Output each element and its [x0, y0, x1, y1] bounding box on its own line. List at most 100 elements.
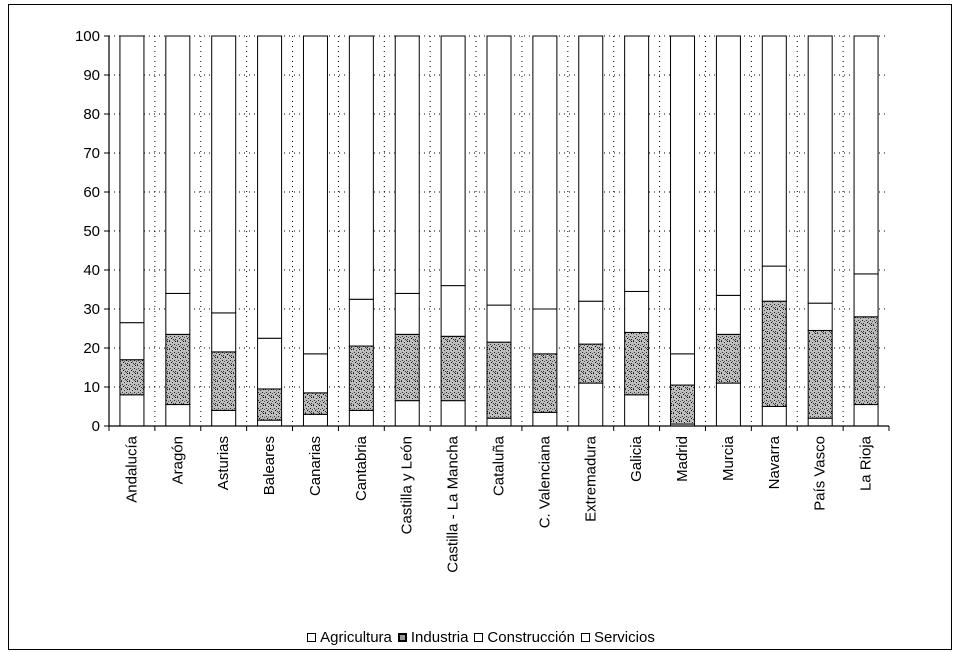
y-tick-label: 70: [83, 145, 100, 162]
y-tick-label: 50: [83, 223, 100, 240]
bar-segment-construcción: [532, 308, 558, 355]
bar-segment-construcción: [394, 292, 420, 335]
bar-segment-agricultura: [532, 411, 558, 427]
x-category-label: Castilla - La Mancha: [445, 435, 462, 572]
y-tick-label: 40: [83, 262, 100, 279]
bar-segment-agricultura: [578, 382, 604, 427]
bar-segment-agricultura: [165, 404, 191, 427]
legend-label: Construcción: [487, 629, 575, 646]
legend: Agricultura Industria Construcción Servicio…: [9, 629, 953, 646]
x-category-label: Navarra: [766, 435, 783, 489]
stacked-bar-chart: 0 10 20 30 40 50 60 70 80 90 100 Andalucía Aragón As…: [75, 28, 890, 573]
bar-segment-construcción: [119, 322, 145, 361]
bar-segment-industria: [486, 341, 512, 419]
x-category-label: Baleares: [261, 436, 278, 495]
bar-segment-construcción: [807, 302, 833, 331]
bar-segment-industria: [624, 331, 650, 396]
bar-segment-construcción: [670, 353, 696, 386]
bar-segment-servicios: [348, 35, 374, 300]
x-category-label: C. Valenciana: [536, 435, 553, 528]
bar-segment-servicios: [807, 35, 833, 304]
gridlines: [109, 35, 889, 426]
bar-segment-industria: [532, 353, 558, 413]
bar-segment-servicios: [165, 35, 191, 294]
legend-swatch: [580, 633, 590, 642]
bar-segment-construcción: [578, 300, 604, 345]
bar-segment-industria: [119, 359, 145, 396]
y-tick-label: 100: [75, 28, 100, 45]
bar-segment-construcción: [348, 298, 374, 347]
x-category-label: Canarias: [307, 436, 324, 496]
legend-label: Agricultura: [320, 629, 392, 646]
bar-segment-servicios: [211, 35, 237, 314]
bar-segment-construcción: [440, 285, 466, 337]
y-tick-label: 60: [83, 184, 100, 201]
bar-segment-servicios: [532, 35, 558, 310]
bar-segment-servicios: [486, 35, 512, 306]
x-category-label: Castilla y León: [399, 436, 416, 534]
y-tick-label: 30: [83, 301, 100, 318]
bar-segment-construcción: [715, 294, 741, 335]
bar-segment-industria: [853, 316, 879, 406]
bar-segment-agricultura: [348, 409, 374, 427]
bar-segment-agricultura: [853, 404, 879, 427]
bar-segment-industria: [302, 392, 328, 415]
bar-segment-servicios: [440, 35, 466, 287]
bar-segment-servicios: [302, 35, 328, 355]
y-axis-ticks: 0 10 20 30 40 50 60 70 80 90 100: [75, 28, 109, 435]
bar-segment-agricultura: [761, 406, 787, 427]
chart-frame: 0 10 20 30 40 50 60 70 80 90 100 Andalucía Aragón As…: [8, 4, 952, 650]
bar-segment-construcción: [165, 292, 191, 335]
bar-segment-construcción: [257, 337, 283, 390]
bar-segment-construcción: [211, 312, 237, 353]
y-tick-label: 80: [83, 106, 100, 123]
bars: [119, 35, 879, 427]
bar-segment-industria: [165, 333, 191, 406]
bar-segment-agricultura: [715, 382, 741, 427]
bar-segment-agricultura: [624, 394, 650, 427]
bar-segment-construcción: [486, 304, 512, 343]
bar-segment-industria: [257, 388, 283, 421]
x-category-label: Galicia: [628, 435, 645, 482]
legend-swatch: [307, 633, 317, 642]
bar-segment-agricultura: [394, 400, 420, 427]
bar-segment-servicios: [670, 35, 696, 355]
bar-segment-industria: [440, 335, 466, 402]
legend-item-construcción: Construcción: [474, 629, 575, 646]
bar-segment-servicios: [715, 35, 741, 296]
bar-segment-construcción: [761, 265, 787, 302]
bar-segment-agricultura: [302, 413, 328, 427]
bar-segment-construcción: [302, 353, 328, 394]
bar-segment-industria: [348, 345, 374, 411]
x-category-label: Extremadura: [582, 435, 599, 522]
bar-segment-industria: [715, 333, 741, 384]
x-category-label: Asturias: [215, 436, 232, 490]
x-axis-labels: Andalucía Aragón Asturias Baleares Canarias C…: [123, 435, 874, 572]
bar-segment-servicios: [624, 35, 650, 292]
bar-segment-industria: [394, 333, 420, 402]
bar-segment-servicios: [578, 35, 604, 302]
bar-segment-industria: [578, 343, 604, 384]
x-category-label: Andalucía: [123, 435, 140, 502]
bar-segment-industria: [211, 351, 237, 411]
bar-segment-agricultura: [257, 419, 283, 427]
bar-segment-construcción: [853, 273, 879, 318]
legend-label: Industria: [410, 629, 469, 646]
y-tick-label: 10: [83, 379, 100, 396]
legend-item-servicios: Servicios: [580, 629, 655, 646]
legend-label: Servicios: [593, 629, 655, 646]
bar-segment-servicios: [761, 35, 787, 267]
legend-item-industria: Industria: [397, 629, 469, 646]
legend-item-agricultura: Agricultura: [307, 629, 392, 646]
bar-segment-agricultura: [119, 394, 145, 427]
x-category-label: Murcia: [720, 435, 737, 481]
bar-segment-servicios: [394, 35, 420, 294]
bar-segment-industria: [761, 300, 787, 408]
x-category-label: Madrid: [674, 436, 691, 482]
bar-segment-servicios: [853, 35, 879, 275]
legend-swatch: [397, 633, 407, 642]
x-category-label: Cataluña: [491, 435, 508, 496]
bar-segment-industria: [670, 384, 696, 425]
y-tick-label: 20: [83, 340, 100, 357]
legend-swatch: [474, 633, 484, 642]
